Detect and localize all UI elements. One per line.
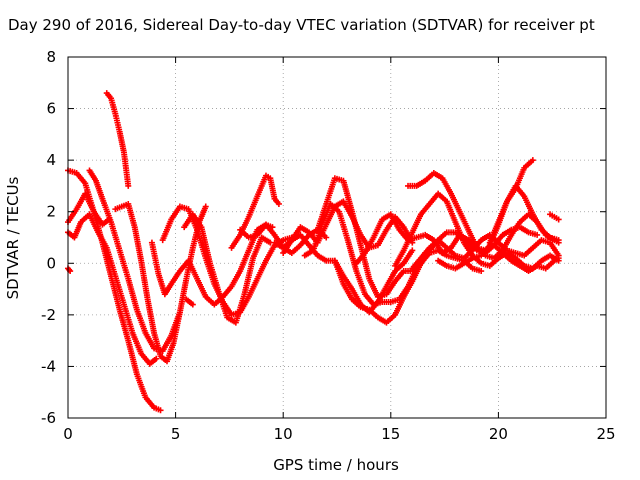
x-tick-label: 15 [381,425,400,443]
axis-ticks: 0 5 10 15 20 25 -6 -4 -2 0 2 4 6 8 [41,48,616,443]
y-tick-label: 0 [46,254,56,272]
y-tick-label: 2 [46,203,56,221]
x-axis-label: GPS time / hours [273,456,399,474]
data-series [183,296,196,308]
data-point-marker [323,234,330,241]
x-tick-label: 5 [171,425,181,443]
plot-frame [67,56,607,419]
chart-title: Day 290 of 2016, Sidereal Day-to-day VTE… [8,16,595,34]
data-series [159,203,295,318]
data-point-marker [275,200,282,207]
y-tick-label: -6 [41,409,56,427]
data-series [486,157,536,246]
data-series [271,231,416,316]
data-point-marker [153,355,160,362]
data-series [103,90,132,189]
data-point-marker [555,255,562,262]
y-tick-label: 4 [46,151,56,169]
data-point-marker [157,407,164,414]
y-tick-label: 8 [46,48,56,66]
x-tick-label: 0 [63,425,73,443]
data-point-marker [66,266,73,273]
data-layer [65,90,562,414]
data-series [228,172,282,251]
data-series [465,237,562,275]
data-point-marker [555,237,562,244]
data-point-marker [555,216,562,223]
y-axis-label: SDTVAR / TECUs [4,176,22,299]
data-series [65,211,160,367]
data-series [331,229,476,326]
data-point-marker [409,247,416,254]
data-point-marker [529,157,536,164]
data-point-marker [478,268,485,275]
x-tick-label: 25 [596,425,615,443]
data-series [392,190,562,272]
data-series [181,211,274,326]
y-tick-label: -2 [41,306,56,324]
data-point-marker [202,203,209,210]
x-tick-label: 10 [274,425,293,443]
data-series [409,231,562,272]
data-series [547,211,562,223]
x-tick-label: 20 [489,425,508,443]
data-point-marker [534,231,541,238]
data-series [86,167,183,354]
data-point-marker [125,182,132,189]
data-series [65,265,74,275]
y-tick-label: 6 [46,100,56,118]
y-tick-label: -4 [41,357,56,375]
data-point-marker [189,301,196,308]
